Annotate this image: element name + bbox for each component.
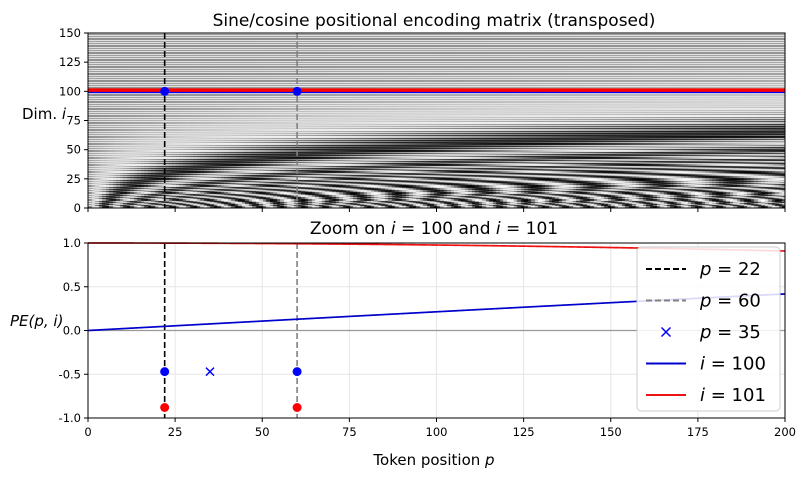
legend-marker-x	[660, 326, 672, 338]
heatmap-overlay	[88, 33, 785, 208]
bottom-xlabel: Token position p	[372, 451, 494, 469]
top-title: Sine/cosine positional encoding matrix (…	[213, 11, 656, 31]
point-p60	[292, 403, 302, 412]
legend-value: 100	[732, 354, 766, 375]
bottom-title-eq1: = 100 and	[396, 219, 496, 239]
legend-var: i	[700, 385, 705, 406]
bottom-ytick-label: -0.5	[59, 367, 81, 381]
bottom-title-eq2: = 101	[501, 219, 559, 239]
top-ytick-label: 75	[66, 114, 81, 128]
legend-value: 101	[732, 385, 766, 406]
point-p22	[160, 367, 170, 377]
legend-entry: p = 60	[699, 291, 761, 312]
bottom-xtick-label: 0	[84, 425, 91, 439]
legend-entry: i = 100	[700, 354, 766, 375]
top-ylabel-text: Dim.	[22, 105, 62, 123]
legend-entry: i = 101	[700, 385, 766, 406]
bottom-ytick-label: -1.0	[59, 411, 81, 425]
heatmap-canvas	[88, 33, 785, 208]
bottom-xlabel-var: p	[484, 451, 495, 469]
bottom-xtick-label: 200	[774, 425, 796, 439]
top-ytick-label: 125	[59, 55, 81, 69]
bottom-xtick-label: 100	[426, 425, 448, 439]
legend-value: 60	[738, 291, 761, 312]
top-marker-p60	[292, 86, 302, 96]
legend-value: 35	[738, 322, 761, 343]
bottom-xtick-label: 175	[687, 425, 709, 439]
legend-value: 22	[738, 259, 761, 280]
bottom-xtick-label: 150	[600, 425, 622, 439]
legend-eq: =	[705, 354, 732, 375]
legend-eq: =	[705, 385, 732, 406]
point-p22	[160, 403, 170, 412]
bottom-xtick-label: 75	[342, 425, 357, 439]
bottom-ticks: 0 25 50 75 100 125 150 175 200 -1.0 -0.5 0.0 0.5 1.0	[59, 236, 796, 439]
top-ytick-label: 25	[66, 172, 81, 186]
top-ytick-label: 0	[74, 201, 81, 215]
top-ytick-label: 150	[59, 26, 81, 40]
x-marker-p35	[205, 367, 215, 377]
bottom-xtick-label: 50	[255, 425, 270, 439]
legend-entry: p = 22	[699, 259, 761, 280]
bottom-xtick-label: 25	[168, 425, 183, 439]
heatmap-container	[88, 33, 785, 208]
legend-entry: p = 35	[699, 322, 761, 343]
bottom-xlabel-text: Token position	[372, 451, 485, 469]
legend-var: p	[699, 291, 711, 312]
point-p60	[292, 367, 302, 377]
bottom-title-var1: i	[391, 219, 396, 239]
top-ticks: 0 25 50 75 100 125 150	[59, 26, 786, 215]
bottom-ylabel: PE(p, i)	[10, 312, 63, 330]
legend-box	[636, 246, 781, 412]
top-ytick-label: 50	[66, 143, 81, 157]
bottom-ytick-label: 0.0	[63, 324, 81, 338]
legend-var: p	[699, 259, 711, 280]
svg-text:Dim. i: Dim. i	[22, 105, 67, 123]
legend-eq: =	[711, 322, 738, 343]
bottom-xtick-label: 125	[513, 425, 535, 439]
legend-var: i	[700, 354, 705, 375]
bottom-title-var2: i	[496, 219, 501, 239]
legend-var: p	[699, 322, 711, 343]
legend-eq: =	[711, 291, 738, 312]
top-ylabel: Dim. i	[22, 105, 67, 123]
bottom-title-pre: Zoom on	[310, 219, 391, 239]
bottom-title: Zoom on i = 100 and i = 101	[310, 219, 558, 239]
bottom-ytick-label: 1.0	[63, 236, 81, 250]
legend-eq: =	[711, 259, 738, 280]
bottom-ytick-label: 0.5	[63, 280, 81, 294]
top-ytick-label: 100	[59, 84, 81, 98]
top-ylabel-var: i	[62, 105, 67, 123]
top-marker-p22	[160, 86, 170, 96]
